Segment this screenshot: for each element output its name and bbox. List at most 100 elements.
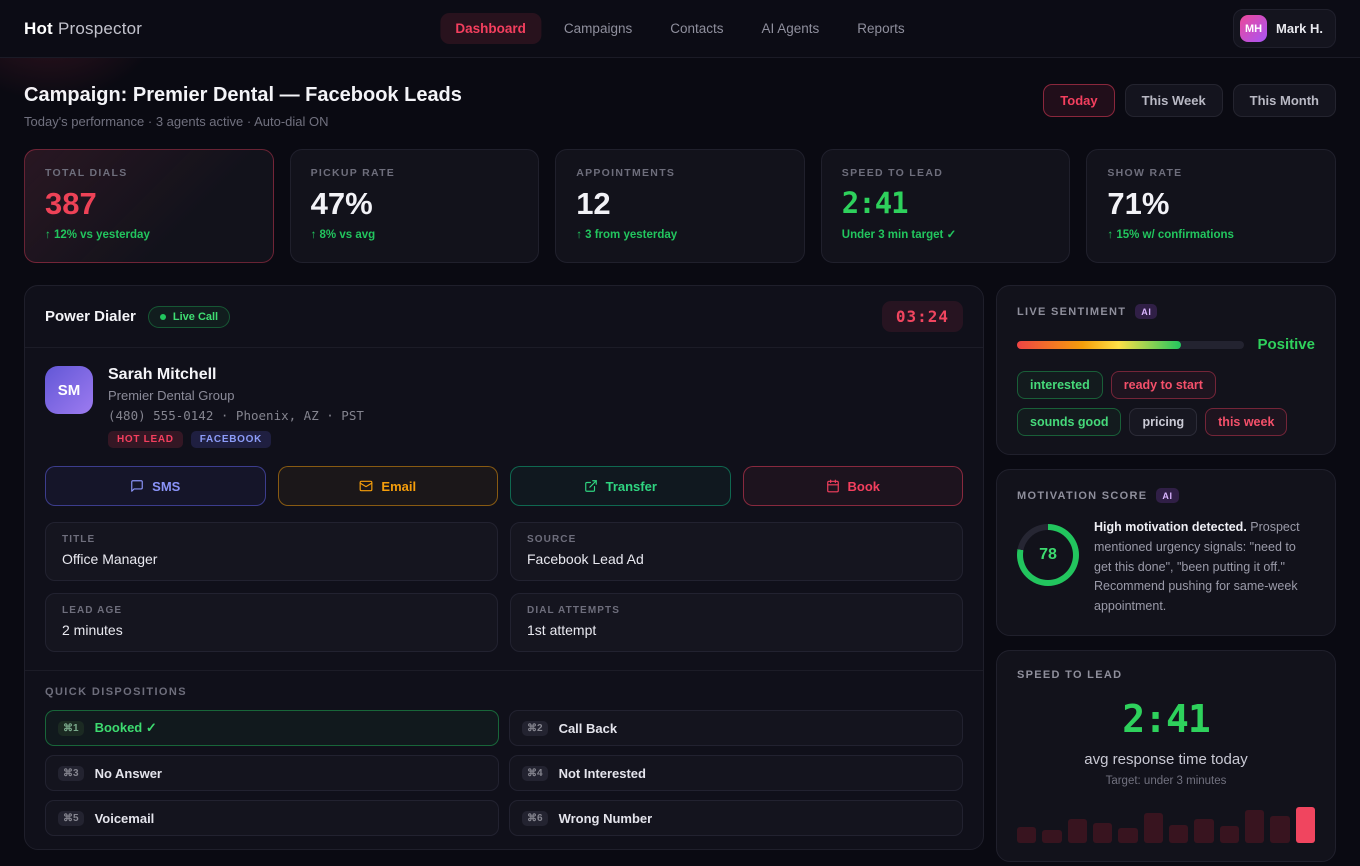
panel-header: SPEED TO LEAD: [1017, 669, 1315, 681]
hotkey-badge: ⌘1: [58, 720, 84, 736]
book-button[interactable]: Book: [742, 466, 963, 506]
stat-delta: Under 3 min target ✓: [841, 229, 957, 241]
range-month-button[interactable]: This Month: [1232, 84, 1336, 117]
stat-label: TOTAL DIALS: [45, 167, 128, 179]
live-call-label: Live Call: [172, 310, 219, 323]
speed-bar: [1017, 826, 1037, 843]
sms-button[interactable]: SMS: [45, 466, 266, 506]
range-today-button[interactable]: Today: [1043, 84, 1115, 117]
field-value: Facebook Lead Ad: [527, 551, 644, 567]
disposition-booked[interactable]: ⌘1 Booked ✓: [45, 710, 499, 746]
disposition-not-interested[interactable]: ⌘4 Not Interested: [509, 755, 963, 791]
sms-icon: [131, 480, 143, 492]
field-value: 2 minutes: [62, 622, 123, 638]
stat-value: 387: [45, 186, 97, 221]
nav-item-ai-agents[interactable]: AI Agents: [761, 21, 820, 36]
email-button[interactable]: Email: [277, 466, 498, 506]
book-icon: [826, 479, 839, 493]
keyword-chip: sounds good: [1017, 408, 1122, 436]
nav-item-contacts[interactable]: Contacts: [670, 21, 724, 36]
field-value: 1st attempt: [527, 622, 597, 638]
transfer-button[interactable]: Transfer: [510, 466, 731, 506]
sentiment-keywords: interested ready to start sounds good pr…: [1017, 371, 1315, 436]
disposition-label: Not Interested: [558, 765, 646, 781]
power-dialer-panel: Power Dialer Live Call 03:24 SM Sarah Mi…: [24, 285, 984, 850]
hotkey-badge: ⌘3: [58, 765, 84, 781]
page-header: Campaign: Premier Dental — Facebook Lead…: [0, 58, 1360, 149]
disposition-call-back[interactable]: ⌘2 Call Back: [509, 710, 963, 746]
email-icon: [359, 480, 373, 492]
keyword-chip: interested: [1017, 371, 1103, 399]
speed-target: Target: under 3 minutes: [1105, 774, 1227, 787]
dialer-header: Power Dialer Live Call 03:24: [25, 286, 983, 348]
speed-bar: [1194, 818, 1214, 843]
stat-label: PICKUP RATE: [310, 167, 396, 179]
brand-light: Prospector: [57, 18, 143, 38]
contact-card: SM Sarah Mitchell Premier Dental Group (…: [45, 366, 963, 448]
sentiment-meter: Positive: [1017, 336, 1315, 353]
contact-company: Premier Dental Group: [108, 388, 235, 403]
disposition-no-answer[interactable]: ⌘3 No Answer: [45, 755, 499, 791]
stat-card-appointments: APPOINTMENTS 12 ↑ 3 from yesterday: [555, 149, 805, 263]
top-nav: Hot Prospector Dashboard Campaigns Contac…: [0, 0, 1360, 58]
dialer-title: Power Dialer: [45, 308, 136, 325]
panel-title: LIVE SENTIMENT: [1017, 305, 1127, 318]
hotkey-badge: ⌘5: [58, 810, 84, 826]
ai-badge: AI: [1156, 488, 1179, 503]
motivation-score-value: 78: [1023, 530, 1073, 580]
brand-logo[interactable]: Hot Prospector: [24, 19, 142, 39]
keyword-chip: this week: [1205, 408, 1288, 436]
disposition-wrong-number[interactable]: ⌘6 Wrong Number: [509, 800, 963, 836]
speed-bar: [1042, 829, 1062, 843]
speed-bar: [1092, 822, 1113, 843]
stat-value: 12: [576, 186, 611, 221]
contact-tags: HOT LEAD FACEBOOK: [108, 431, 364, 448]
speed-body: 2:41 avg response time today Target: und…: [1017, 697, 1315, 787]
speed-value: 2:41: [1122, 696, 1211, 741]
contact-avatar: SM: [45, 366, 93, 414]
avatar: MH: [1240, 15, 1268, 42]
stat-card-total-dials: TOTAL DIALS 387 ↑ 12% vs yesterday: [24, 149, 274, 263]
divider: [25, 670, 983, 671]
nav-item-campaigns[interactable]: Campaigns: [563, 21, 633, 36]
sentiment-level: Positive: [1257, 336, 1315, 353]
nav-links: Dashboard Campaigns Contacts AI Agents R…: [440, 13, 919, 44]
field-label: DIAL ATTEMPTS: [527, 605, 621, 616]
speed-bar: [1295, 806, 1315, 843]
stats-row: TOTAL DIALS 387 ↑ 12% vs yesterday PICKU…: [0, 149, 1360, 263]
user-name: Mark H.: [1276, 21, 1323, 36]
stat-delta: ↑ 15% w/ confirmations: [1107, 229, 1234, 241]
motivation-score-panel: MOTIVATION SCORE AI 78 High motivation d…: [996, 469, 1336, 636]
disposition-label: Call Back: [558, 720, 618, 736]
stat-label: SPEED TO LEAD: [841, 167, 944, 179]
panel-title: MOTIVATION SCORE: [1017, 489, 1148, 502]
nav-item-dashboard[interactable]: Dashboard: [440, 13, 541, 44]
transfer-label: Transfer: [605, 478, 657, 494]
transfer-icon: [584, 480, 597, 492]
motivation-gauge: 78: [1017, 524, 1079, 586]
right-sidebar: LIVE SENTIMENT AI Positive interested re…: [996, 285, 1336, 862]
speed-bar: [1219, 825, 1239, 843]
speed-bar: [1143, 812, 1163, 843]
disposition-voicemail[interactable]: ⌘5 Voicemail: [45, 800, 499, 836]
user-menu[interactable]: MH Mark H.: [1233, 9, 1336, 48]
call-actions: SMS Email Transfer Book: [45, 466, 963, 506]
stat-value: 2:41: [841, 186, 909, 220]
motivation-content: 78 High motivation detected. Prospect me…: [1017, 518, 1315, 617]
facebook-badge: FACEBOOK: [190, 431, 271, 448]
dialer-body: SM Sarah Mitchell Premier Dental Group (…: [25, 348, 983, 836]
field-label: SOURCE: [527, 534, 577, 545]
contact-phone: (480) 555-0142 · Phoenix, AZ · PST: [108, 408, 364, 423]
range-week-button[interactable]: This Week: [1124, 84, 1223, 117]
hotkey-badge: ⌘2: [522, 720, 548, 736]
panel-header: LIVE SENTIMENT AI: [1017, 304, 1315, 319]
nav-item-reports[interactable]: Reports: [857, 21, 905, 36]
live-sentiment-panel: LIVE SENTIMENT AI Positive interested re…: [996, 285, 1336, 455]
stat-value: 71%: [1107, 186, 1170, 221]
ai-badge: AI: [1135, 304, 1158, 319]
hot-lead-badge: HOT LEAD: [108, 431, 183, 448]
panel-title: SPEED TO LEAD: [1017, 668, 1123, 681]
field-title: TITLE Office Manager: [45, 522, 498, 581]
live-call-badge: Live Call: [147, 305, 231, 328]
sentiment-bar-track: [1017, 340, 1245, 349]
